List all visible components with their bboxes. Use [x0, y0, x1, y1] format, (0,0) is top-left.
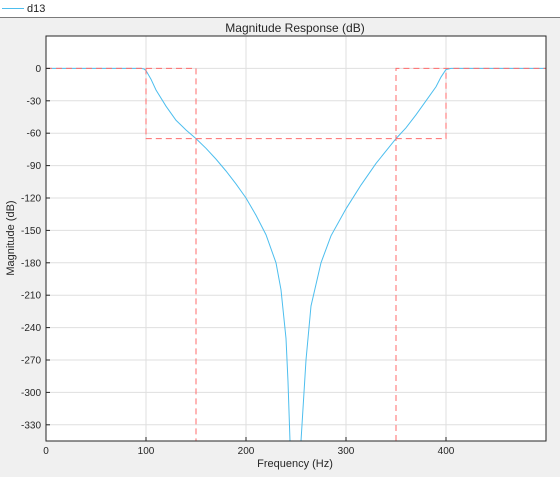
- x-tick-label: 200: [238, 446, 255, 457]
- y-tick-label: -240: [21, 323, 41, 334]
- x-axis-label: Frequency (Hz): [257, 458, 333, 470]
- response-line: [300, 67, 546, 441]
- plot-frame: [45, 35, 547, 442]
- y-tick-label: -330: [21, 420, 41, 431]
- chart-title: Magnitude Response (dB): [225, 21, 364, 35]
- y-tick-label: -30: [27, 96, 42, 107]
- y-tick-label: -270: [21, 356, 41, 367]
- y-tick-label: -90: [27, 161, 42, 172]
- y-tick-label: -150: [21, 226, 41, 237]
- x-tick-label: 100: [138, 446, 155, 457]
- y-tick-label: -300: [21, 388, 41, 399]
- spec-mask-line: [145, 68, 447, 140]
- y-tick-label: -210: [21, 291, 41, 302]
- y-tick-label: 0: [35, 64, 41, 75]
- legend-item-d13[interactable]: d13: [2, 2, 45, 15]
- series-layer: [46, 67, 546, 441]
- spec-mask-line: [46, 67, 197, 441]
- y-axis-label: Magnitude (dB): [5, 200, 17, 275]
- plot-area: [46, 36, 546, 441]
- response-line: [46, 67, 291, 441]
- legend-line-swatch: [2, 8, 24, 9]
- tick-layer: 0 100 200 300 400 0 -30 -60 -90 -120 -150 -180 -210 -…: [21, 64, 455, 457]
- response-series: [46, 67, 546, 441]
- y-tick-label: -120: [21, 194, 41, 205]
- spec-mask-line: [395, 67, 546, 441]
- spec-mask-series: [46, 67, 546, 441]
- x-tick-label: 400: [438, 446, 455, 457]
- y-tick-label: -180: [21, 258, 41, 269]
- legend-bar: d13: [0, 0, 560, 18]
- x-tick-label: 300: [338, 446, 355, 457]
- x-tick-label: 0: [43, 446, 49, 457]
- legend-label: d13: [27, 2, 46, 15]
- y-tick-label: -60: [27, 129, 42, 140]
